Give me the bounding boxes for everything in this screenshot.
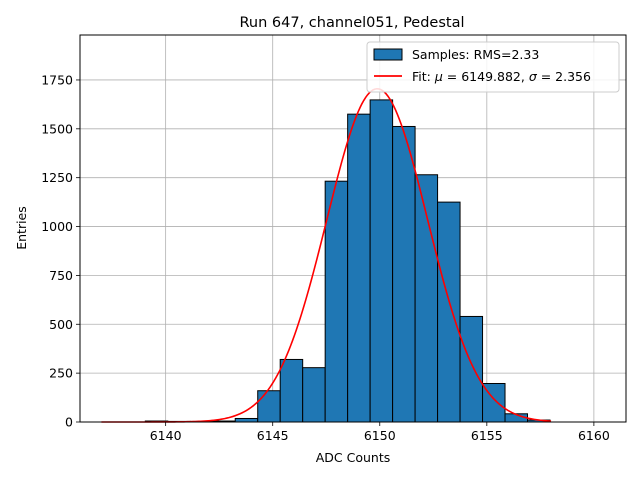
x-tick-label: 6160	[578, 428, 610, 443]
histogram-bar	[234, 417, 259, 423]
y-axis-label: Entries	[14, 206, 29, 250]
y-tick-label: 750	[49, 268, 73, 283]
plot-frame	[79, 34, 627, 423]
histogram-bar	[369, 99, 394, 423]
x-tick-label: 6155	[471, 428, 503, 443]
histogram-bars	[144, 99, 551, 423]
y-tick-label: 1250	[41, 170, 73, 185]
histogram-bar	[302, 367, 326, 423]
x-tick-label: 6150	[364, 428, 396, 443]
histogram-bar	[257, 390, 281, 423]
x-axis-ticks: 6140 6145 6150 6155 6160	[150, 422, 610, 443]
legend-label-histogram: Samples: RMS=2.33	[412, 47, 539, 62]
y-tick-label: 500	[49, 317, 73, 332]
y-tick-label: 1000	[41, 219, 73, 234]
histogram-bar	[437, 201, 461, 423]
x-tick-label: 6140	[150, 428, 182, 443]
histogram-bar	[279, 358, 304, 423]
legend: Samples: RMS=2.33 Fit: μ = 6149.882, σ =…	[366, 41, 620, 93]
legend-label-fit: Fit: μ = 6149.882, σ = 2.356	[412, 69, 591, 84]
x-axis-label: ADC Counts	[316, 450, 391, 465]
y-tick-label: 1500	[41, 121, 73, 136]
legend-swatch-histogram	[373, 48, 403, 61]
y-tick-label: 250	[49, 366, 73, 381]
y-tick-label: 0	[65, 415, 73, 430]
legend-box	[366, 41, 620, 93]
histogram-bar	[459, 315, 484, 423]
y-axis-ticks: 0 250 500 750 1000 1250 1500 1750	[41, 72, 80, 430]
x-tick-label: 6145	[257, 428, 289, 443]
histogram-bar	[324, 180, 349, 423]
histogram-bar	[347, 113, 371, 423]
y-tick-label: 1750	[41, 72, 73, 87]
chart-title: Run 647, channel051, Pedestal	[239, 15, 464, 31]
histogram-bar	[392, 125, 416, 423]
